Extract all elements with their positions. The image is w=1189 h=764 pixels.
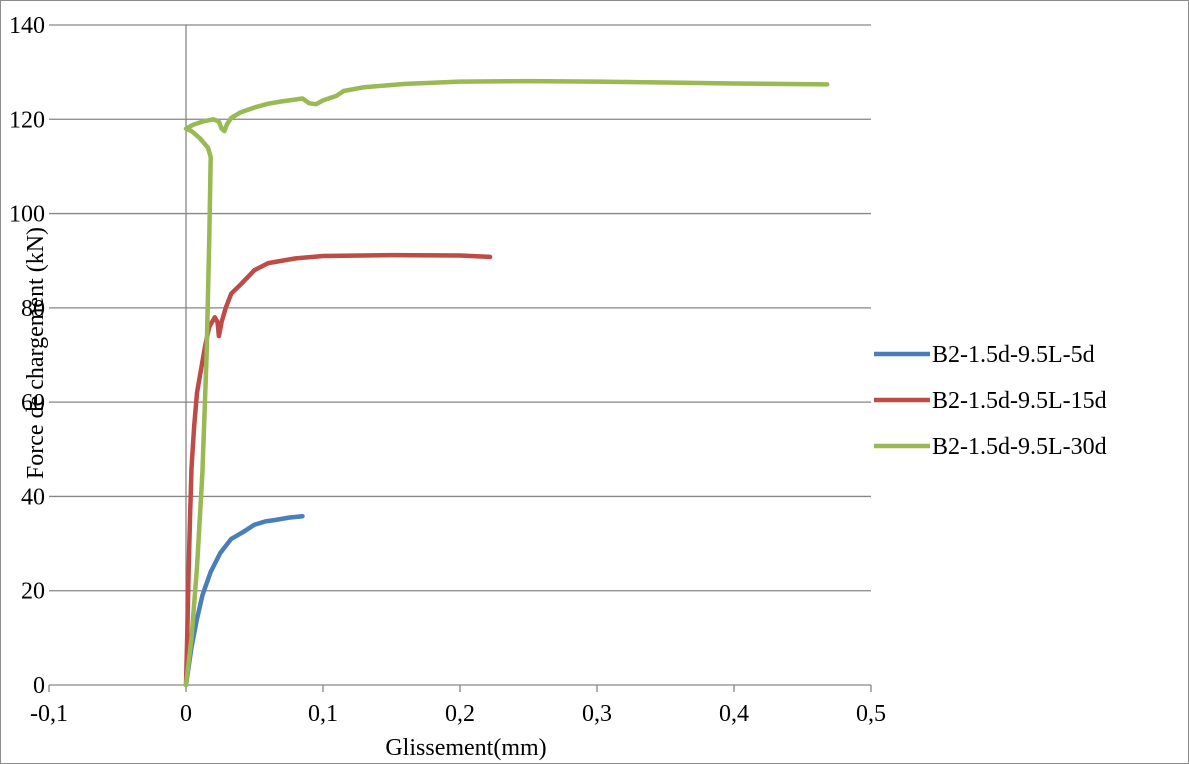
x-tick-label: 0	[180, 701, 192, 727]
series-line-2	[183, 252, 493, 688]
y-tick-label: 100	[9, 202, 45, 228]
x-tick-label: 0,3	[582, 701, 612, 727]
x-tick-label: 0,1	[308, 701, 338, 727]
legend-label: B2-1.5d-9.5L-30d	[932, 434, 1107, 460]
y-tick-label: 0	[33, 673, 45, 699]
y-tick-label: 120	[9, 107, 45, 133]
axes	[48, 25, 872, 692]
legend-label: B2-1.5d-9.5L-5d	[932, 342, 1095, 368]
y-tick-label: 20	[21, 579, 45, 605]
legend-label: B2-1.5d-9.5L-15d	[932, 388, 1107, 414]
x-tick-label: 0,5	[856, 701, 886, 727]
y-tick-label: 40	[21, 484, 45, 510]
y-tick-label: 140	[9, 13, 45, 39]
y-tick-label: 60	[21, 390, 45, 416]
y-axis-title: Force de chargement (kN)	[23, 227, 49, 479]
x-tick-label: 0,2	[445, 701, 475, 727]
series-lines	[183, 78, 830, 688]
y-tick-label: 80	[21, 296, 45, 322]
series-line-3	[183, 78, 830, 688]
series-line-1	[183, 513, 305, 688]
x-tick-label: 0,4	[719, 701, 749, 727]
legend: B2-1.5d-9.5L-5d B2-1.5d-9.5L-15d B2-1.5d-9…	[874, 342, 1107, 460]
x-tick-label: -0,1	[30, 701, 68, 727]
x-axis-title: Glissement(mm)	[385, 735, 546, 761]
gridlines	[49, 24, 871, 592]
